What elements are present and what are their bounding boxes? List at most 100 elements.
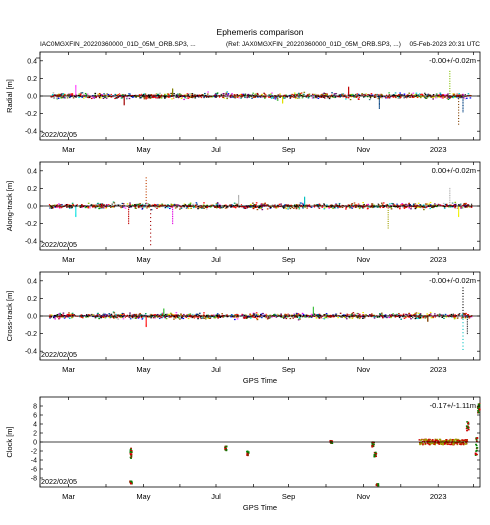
data-point (425, 439, 428, 441)
data-point (402, 313, 405, 315)
data-point (140, 314, 142, 316)
data-point (449, 75, 451, 77)
data-point (384, 314, 387, 316)
data-point (361, 94, 363, 96)
data-point (225, 205, 228, 208)
data-point (352, 312, 355, 314)
y-tick-label: -0.4 (25, 349, 37, 356)
data-point (241, 206, 243, 208)
data-point (306, 207, 308, 209)
data-point (347, 206, 349, 208)
data-point (75, 96, 77, 98)
data-point (335, 203, 337, 205)
data-point (208, 205, 210, 208)
data-point (451, 206, 454, 208)
data-point (311, 93, 314, 95)
data-point (445, 204, 448, 206)
data-point (50, 316, 52, 318)
data-point (138, 96, 140, 98)
data-point (58, 318, 60, 320)
data-point (296, 313, 299, 315)
data-point (310, 206, 313, 209)
data-point (363, 93, 365, 96)
data-point (320, 96, 322, 98)
data-point (99, 94, 102, 96)
data-point (331, 92, 333, 94)
data-point (224, 445, 227, 448)
data-point (75, 212, 77, 214)
data-point (155, 204, 157, 206)
data-point (139, 202, 141, 205)
data-point (313, 316, 315, 318)
data-point (237, 206, 239, 208)
data-point (244, 94, 247, 96)
data-point (197, 316, 200, 318)
data-point (151, 96, 153, 98)
data-point (198, 96, 200, 98)
data-point (86, 93, 89, 95)
data-point (322, 93, 324, 95)
data-point (436, 441, 439, 444)
data-point (458, 314, 460, 316)
data-point (466, 333, 468, 335)
data-point (203, 96, 205, 99)
data-point (315, 96, 318, 99)
data-point (64, 205, 66, 207)
data-point (296, 94, 298, 96)
data-point (322, 96, 325, 98)
data-point (456, 207, 459, 209)
data-point (438, 438, 441, 441)
data-point (60, 204, 62, 206)
data-point (196, 313, 198, 315)
data-point (363, 203, 365, 205)
stat-annotation: -0.00+/-0.02m (429, 276, 476, 285)
data-point (438, 94, 440, 96)
data-point (177, 316, 179, 318)
data-point (458, 210, 460, 212)
data-point (461, 439, 463, 441)
data-point (152, 94, 155, 96)
data-point (358, 97, 360, 99)
data-point (367, 203, 369, 206)
data-point (163, 313, 165, 315)
data-point (428, 314, 431, 316)
data-point (175, 94, 178, 97)
data-point (271, 204, 274, 206)
data-point (141, 203, 144, 205)
data-point (172, 89, 174, 91)
data-point (160, 316, 162, 318)
data-point (263, 316, 265, 318)
data-point (107, 96, 109, 98)
data-point (74, 96, 76, 98)
data-point (244, 314, 247, 316)
data-point (435, 93, 438, 95)
data-point (255, 317, 258, 319)
data-point (202, 317, 204, 319)
data-point (458, 118, 460, 120)
data-point (305, 204, 307, 206)
data-point (362, 207, 364, 209)
data-point (188, 204, 190, 206)
data-point (53, 316, 55, 318)
data-point (167, 207, 169, 209)
data-point (377, 203, 379, 205)
data-point (104, 96, 106, 98)
data-point (243, 314, 246, 316)
data-point (275, 206, 277, 208)
data-point (342, 315, 344, 317)
data-point (109, 205, 111, 207)
start-date-label: 2022/02/05 (41, 350, 77, 359)
data-point (468, 317, 471, 319)
data-point (189, 316, 191, 318)
data-point (350, 314, 353, 316)
data-point (462, 103, 464, 105)
data-point (184, 94, 187, 96)
data-point (283, 316, 286, 318)
data-point (341, 206, 344, 209)
data-point (159, 92, 161, 94)
data-point (466, 425, 469, 427)
data-point (442, 202, 445, 205)
data-point (238, 197, 240, 199)
data-point (191, 316, 194, 318)
data-point (282, 317, 285, 319)
